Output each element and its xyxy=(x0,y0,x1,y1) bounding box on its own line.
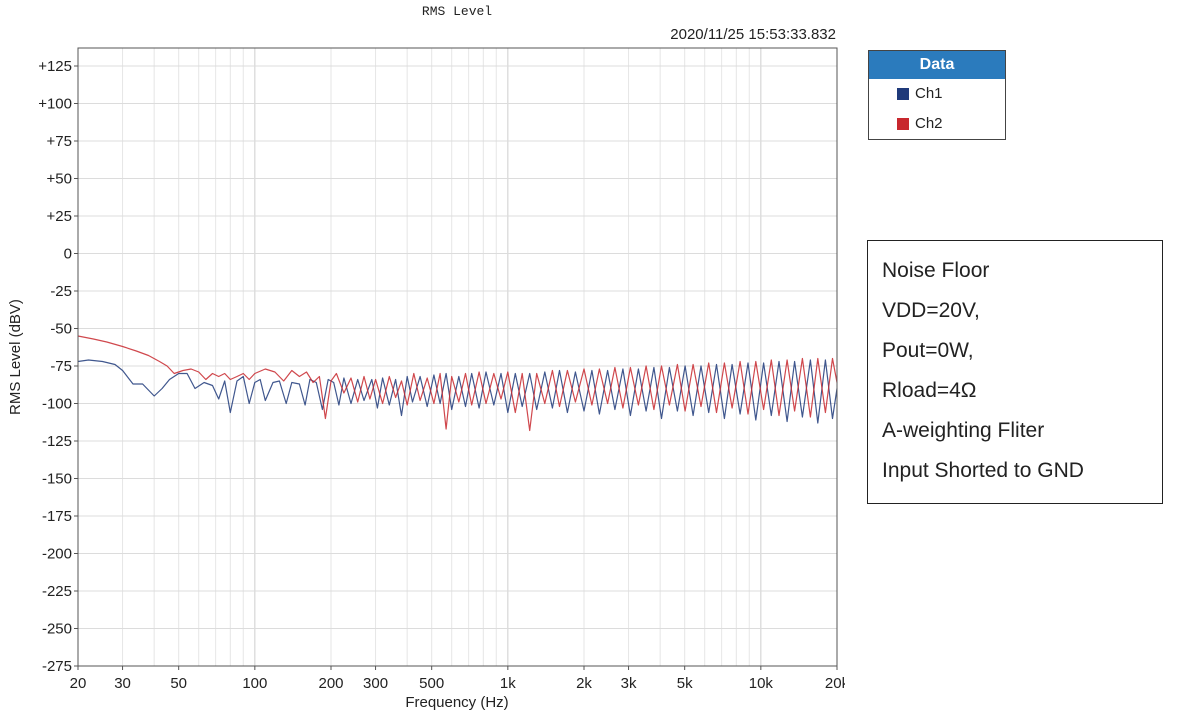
chart-title: RMS Level xyxy=(422,4,492,19)
legend-item-ch2: Ch2 xyxy=(869,109,1005,139)
note-line: VDD=20V, xyxy=(882,299,980,322)
x-tick-label: 5k xyxy=(677,675,693,692)
note-line: A-weighting Fliter xyxy=(882,419,1045,442)
x-tick-label: 50 xyxy=(170,675,187,692)
x-tick-label: 100 xyxy=(242,675,267,692)
y-tick-label: -250 xyxy=(42,621,72,638)
grid-minor xyxy=(122,48,750,666)
x-tick-label: 20 xyxy=(70,675,87,692)
annotation-box: Noise Floor VDD=20V, Pout=0W, Rload=4Ω A… xyxy=(867,240,1163,504)
y-tick-label: -175 xyxy=(42,508,72,525)
legend-swatch-ch2 xyxy=(897,118,909,130)
y-tick-label: -150 xyxy=(42,471,72,488)
chart: RMS Level 2020/11/25 15:53:33.832 20 30 50… xyxy=(7,4,845,711)
y-tick-label: -275 xyxy=(42,658,72,675)
x-tick-label: 20k xyxy=(825,675,845,692)
note-line: Noise Floor xyxy=(882,259,990,282)
plot-frame xyxy=(77,47,838,667)
y-tick-label: -100 xyxy=(42,396,72,413)
x-tick-label: 1k xyxy=(500,675,516,692)
chart-timestamp: 2020/11/25 15:53:33.832 xyxy=(670,26,836,43)
y-tick-label: -225 xyxy=(42,583,72,600)
series-line-ch2 xyxy=(77,335,838,432)
x-tick-label: 2k xyxy=(576,675,592,692)
x-tick-label: 10k xyxy=(749,675,774,692)
series-line-ch1 xyxy=(77,359,838,424)
grid-major xyxy=(78,48,837,667)
y-tick-label: -50 xyxy=(50,321,72,338)
x-axis-label: Frequency (Hz) xyxy=(405,694,508,711)
y-tick-label: +75 xyxy=(47,133,72,150)
y-tick-labels: +125 +100 +75 +50 +25 0 -25 -50 -75 -100 -125 -150 -… xyxy=(38,58,78,675)
y-tick-label: -125 xyxy=(42,433,72,450)
note-line: Pout=0W, xyxy=(882,339,974,362)
x-tick-label: 200 xyxy=(318,675,343,692)
y-tick-label: +50 xyxy=(47,171,72,188)
x-tick-label: 30 xyxy=(114,675,131,692)
note-line: Rload=4Ω xyxy=(882,379,977,402)
legend-title: Data xyxy=(869,51,1005,79)
y-tick-label: -75 xyxy=(50,358,72,375)
y-tick-label: +100 xyxy=(38,96,72,113)
y-tick-label: -200 xyxy=(42,546,72,563)
note-line: Input Shorted to GND xyxy=(882,459,1084,482)
legend-label-ch2: Ch2 xyxy=(915,115,943,132)
y-tick-label: 0 xyxy=(64,246,72,263)
x-tick-label: 500 xyxy=(419,675,444,692)
legend: Data Ch1 Ch2 xyxy=(868,50,1006,140)
x-tick-labels: 20 30 50 100 200 300 500 1k 2k 3k 5k 10k 20k xyxy=(70,666,845,692)
x-tick-label: 300 xyxy=(363,675,388,692)
legend-swatch-ch1 xyxy=(897,88,909,100)
y-axis-label: RMS Level (dBV) xyxy=(7,299,24,415)
y-tick-label: +25 xyxy=(47,208,72,225)
legend-item-ch1: Ch1 xyxy=(869,79,1005,109)
y-tick-label: +125 xyxy=(38,58,72,75)
legend-label-ch1: Ch1 xyxy=(915,85,943,102)
x-tick-label: 3k xyxy=(621,675,637,692)
y-tick-label: -25 xyxy=(50,283,72,300)
series-layer xyxy=(77,335,838,432)
